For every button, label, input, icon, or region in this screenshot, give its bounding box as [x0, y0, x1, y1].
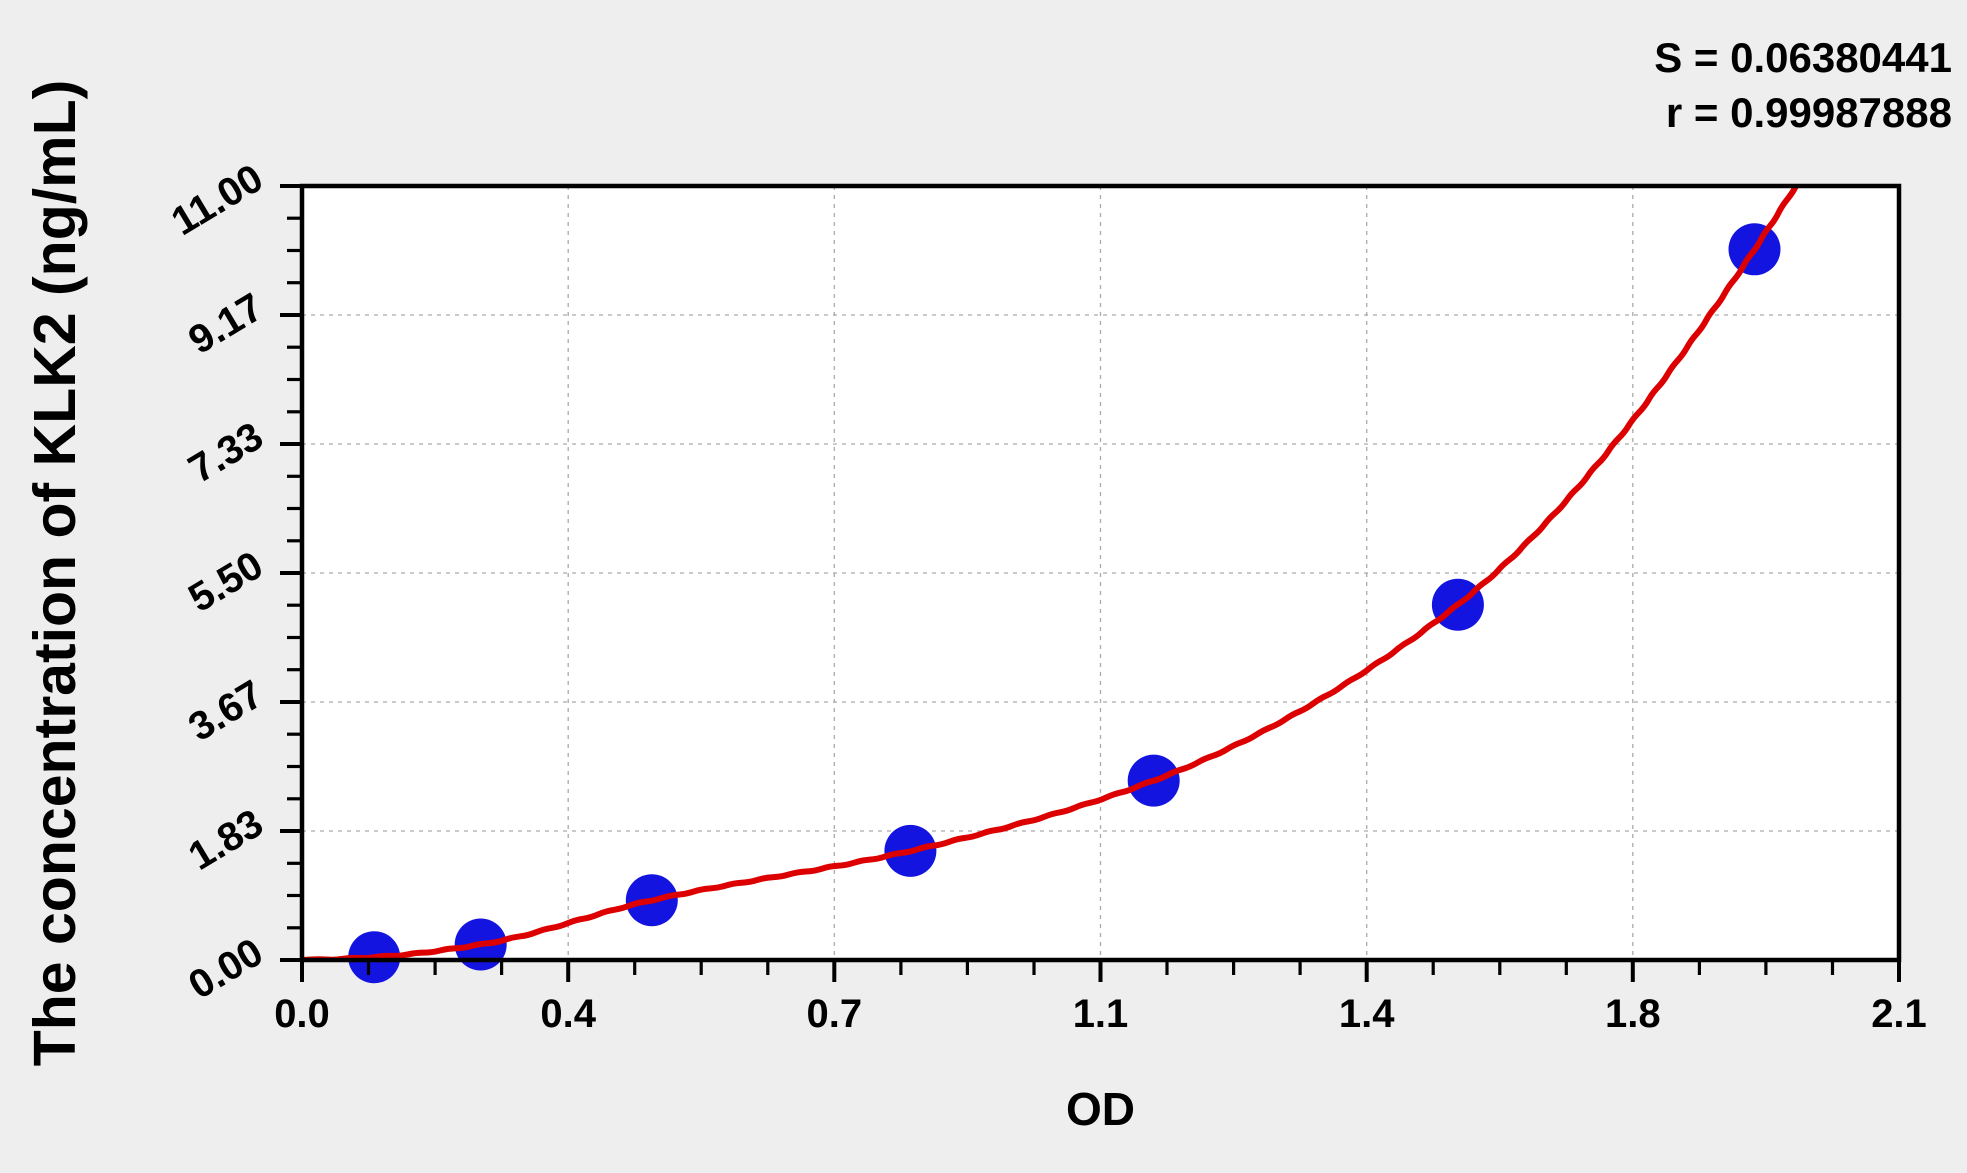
svg-text:1.1: 1.1 — [1073, 992, 1129, 1036]
svg-text:0.0: 0.0 — [274, 992, 330, 1036]
svg-text:2.1: 2.1 — [1871, 992, 1927, 1036]
svg-text:OD: OD — [1066, 1083, 1135, 1135]
svg-text:S = 0.06380441: S = 0.06380441 — [1654, 34, 1952, 81]
svg-text:0.7: 0.7 — [806, 992, 862, 1036]
svg-text:1.4: 1.4 — [1339, 992, 1395, 1036]
svg-text:The concentration of KLK2 (ng: The concentration of KLK2 (ng/mL) — [22, 80, 88, 1067]
svg-text:r = 0.99987888: r = 0.99987888 — [1666, 89, 1952, 136]
svg-text:0.4: 0.4 — [540, 992, 596, 1036]
svg-text:1.8: 1.8 — [1605, 992, 1661, 1036]
